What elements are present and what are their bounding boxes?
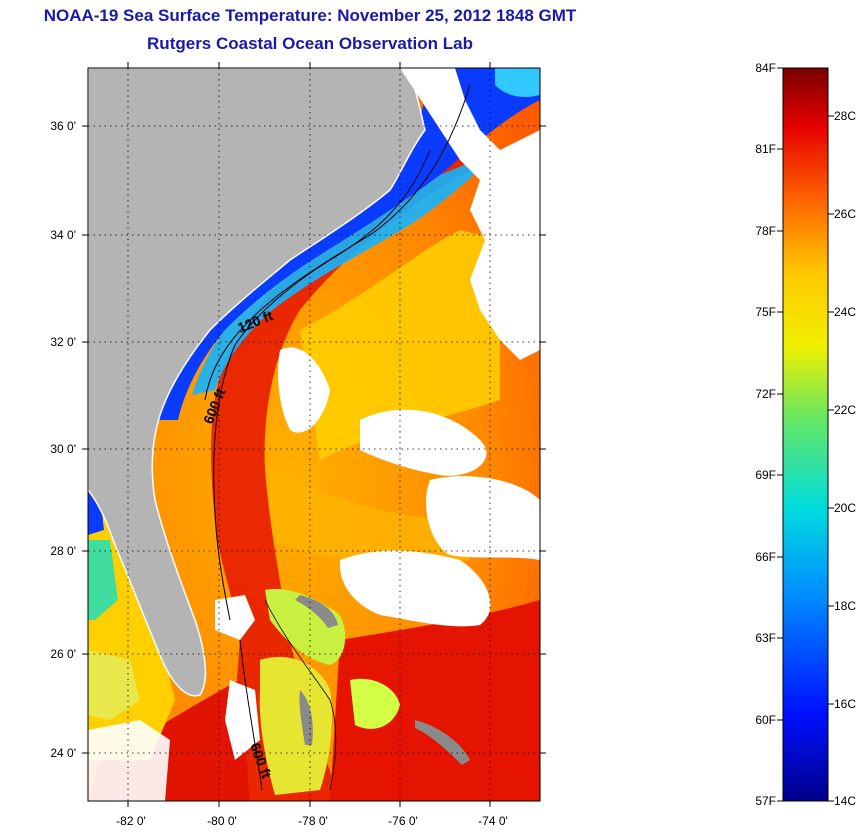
contour-600ft-south [239, 639, 263, 791]
map-title: NOAA-19 Sea Surface Temperature: Novembe… [43, 6, 577, 25]
andros-island [299, 690, 313, 745]
colorbar-f-72: 72F [755, 387, 776, 401]
cloud-patch-southwest [88, 720, 170, 801]
lat-label-32: 32 0' [50, 335, 76, 349]
cold-coastal-water [150, 68, 540, 420]
colorbar-gradient [782, 67, 829, 802]
gulf-stream-band [211, 140, 490, 801]
northern-shelf-water [495, 68, 540, 97]
cloud-patch-south [339, 550, 491, 627]
great-bahama-bank [259, 656, 332, 795]
colorbar-c-20: 20C [834, 501, 856, 515]
us-southeast-land [88, 68, 426, 697]
graticule [88, 68, 540, 801]
lon-label-76: -76 0' [388, 814, 418, 828]
colorbar-c-22: 22C [834, 403, 856, 417]
colorbar-c-16: 16C [834, 697, 856, 711]
lat-label-24: 24 0' [50, 746, 76, 760]
exuma-bank [350, 678, 400, 729]
cloud-patch-east [426, 476, 540, 560]
lat-label-36: 36 0' [50, 119, 76, 133]
lat-label-34: 34 0' [50, 228, 76, 242]
cloud-cover-northeast [400, 68, 540, 360]
ocean-gold-region [270, 470, 470, 564]
cloud-patch-straits [215, 595, 255, 640]
lon-label-80: -80 0' [207, 814, 237, 828]
colorbar-f-81: 81F [755, 142, 776, 156]
lat-label-28: 28 0' [50, 544, 76, 558]
colorbar-f-84: 84F [755, 61, 776, 75]
ocean-yellow-region [300, 230, 500, 460]
map-subtitle: Rutgers Coastal Ocean Observation Lab [147, 34, 473, 53]
lon-label-74: -74 0' [478, 814, 508, 828]
colorbar-f-69: 69F [755, 468, 776, 482]
colorbar-f-78: 78F [755, 224, 776, 238]
colorbar-c-24: 24C [834, 305, 856, 319]
colorbar-c-18: 18C [834, 599, 856, 613]
lon-label-82: -82 0' [116, 814, 146, 828]
lon-label-78: -78 0' [298, 814, 328, 828]
colorbar-c-28: 28C [834, 109, 856, 123]
lat-label-30: 30 0' [50, 442, 76, 456]
contour-bahamas [264, 599, 337, 791]
map-frame [87, 67, 541, 802]
lat-label-26: 26 0' [50, 647, 76, 661]
sst-map [88, 68, 540, 801]
cloud-patch-offshore [278, 347, 330, 433]
gulf-coastal-water [88, 540, 118, 620]
cloud-patch-central [360, 409, 487, 476]
colorbar-f-66: 66F [755, 550, 776, 564]
colorbar-f-75: 75F [755, 305, 776, 319]
eleuthera-island [415, 720, 470, 765]
southern-warm-water [330, 600, 540, 801]
colorbar-f-57: 57F [755, 794, 776, 808]
colorbar-f-63: 63F [755, 631, 776, 645]
cloud-patch-keys [225, 680, 260, 760]
map-ticks [82, 62, 546, 807]
colorbar-c-14: 14C [834, 794, 856, 808]
cool-shelf-water [192, 150, 500, 395]
temperature-colorbar: 84F 81F 78F 75F 72F 69F 66F 63F 60F 57F … [755, 61, 856, 808]
florida-bay-shallows [88, 650, 140, 720]
contour-600ft [213, 149, 431, 621]
grand-bahama-island [295, 595, 338, 628]
colorbar-c-26: 26C [834, 207, 856, 221]
colorbar-f-60: 60F [755, 713, 776, 727]
